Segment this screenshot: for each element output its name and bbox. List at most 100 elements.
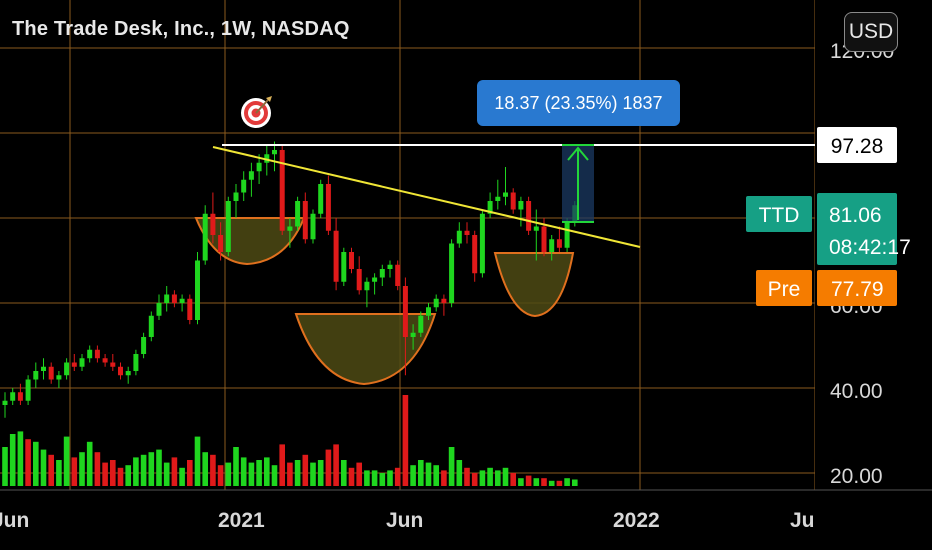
volume-bar	[441, 470, 447, 486]
measure-tool[interactable]	[562, 144, 594, 223]
volume-bars	[2, 395, 578, 486]
candle	[325, 175, 331, 235]
volume-bar	[133, 457, 139, 486]
candle	[248, 162, 254, 197]
volume-bar	[510, 473, 516, 486]
volume-bar	[525, 475, 532, 486]
candle	[364, 277, 370, 308]
candle	[533, 209, 539, 261]
candle	[17, 383, 23, 405]
candle	[210, 192, 216, 244]
x-tick-label: 2022	[613, 509, 660, 532]
volume-bar	[148, 452, 155, 486]
volume-bar	[56, 460, 62, 486]
volume-bar	[225, 462, 232, 486]
resistance-price: 97.28	[831, 135, 884, 158]
volume-bar	[433, 465, 439, 486]
x-tick-label: Ju	[790, 509, 815, 532]
candle	[79, 354, 85, 371]
volume-bar	[541, 478, 547, 486]
candle	[556, 226, 562, 252]
volume-bar	[264, 457, 270, 486]
candle	[87, 345, 93, 363]
volume-bar	[387, 470, 393, 486]
candle	[279, 145, 285, 235]
volume-bar	[202, 452, 208, 486]
volume-bar	[25, 439, 31, 486]
candle	[164, 286, 170, 312]
cup-head	[294, 313, 437, 386]
candle	[202, 205, 208, 265]
volume-bar	[294, 460, 301, 486]
candle	[441, 294, 447, 316]
volume-bar	[271, 465, 278, 486]
candle	[395, 260, 401, 291]
candle	[356, 256, 362, 295]
volume-bar	[556, 480, 563, 486]
symbol-label: TTD	[759, 204, 800, 227]
candle	[171, 290, 177, 308]
volume-bar	[456, 460, 463, 486]
candle	[141, 332, 147, 359]
candle	[387, 260, 393, 278]
currency-button[interactable]: USD	[844, 12, 898, 52]
pre-market-tag: Pre 77.79	[756, 270, 897, 306]
candle	[333, 218, 339, 291]
candles	[2, 141, 578, 418]
symbol-tag: TTD 81.06 08:42:17	[746, 193, 911, 265]
candle	[156, 294, 162, 320]
target-icon[interactable]	[241, 96, 272, 128]
volume-bar	[117, 467, 124, 486]
volume-bar	[487, 467, 493, 486]
volume-bar	[256, 460, 262, 486]
volume-bar	[179, 467, 185, 486]
volume-bar	[394, 467, 401, 486]
candle	[518, 196, 524, 227]
volume-bar	[502, 467, 509, 486]
volume-bar	[102, 462, 108, 486]
volume-bar	[464, 467, 470, 486]
volume-bar	[325, 449, 332, 486]
candle	[402, 277, 408, 376]
candle	[118, 362, 123, 380]
candle	[71, 354, 77, 371]
candle	[2, 392, 8, 418]
candle	[110, 354, 116, 371]
candle	[218, 222, 224, 261]
candle	[233, 184, 239, 218]
pattern-shapes[interactable]	[194, 217, 575, 386]
candle	[341, 247, 347, 286]
candle	[25, 375, 31, 405]
candle	[195, 252, 200, 325]
candle	[495, 179, 501, 210]
measure-arrow-head	[567, 146, 589, 161]
candle	[379, 264, 385, 286]
candle	[503, 167, 508, 206]
candle	[318, 179, 324, 218]
x-tick-label: Jun	[386, 509, 423, 532]
volume-bar	[418, 460, 424, 486]
volume-bar	[371, 470, 378, 486]
volume-bar	[63, 436, 70, 486]
candle	[456, 222, 462, 248]
volume-bar	[548, 480, 555, 486]
volume-bar	[187, 460, 193, 486]
candle	[272, 141, 277, 172]
volume-bar	[194, 436, 201, 486]
volume-bar	[9, 434, 16, 486]
candle	[410, 324, 416, 350]
candle	[549, 235, 555, 261]
volume-bar	[94, 452, 101, 486]
cup-right	[493, 252, 575, 318]
volume-bar	[287, 462, 293, 486]
volume-bar	[317, 460, 324, 486]
volume-bar	[140, 454, 147, 486]
candle	[241, 171, 247, 201]
trendline[interactable]	[212, 146, 641, 248]
volume-bar	[40, 449, 47, 486]
candle	[449, 239, 455, 308]
time-axis: Jun 2021 Jun 2022 Ju	[0, 509, 815, 532]
candle	[310, 209, 316, 244]
chart-title: The Trade Desk, Inc., 1W, NASDAQ	[12, 18, 350, 40]
